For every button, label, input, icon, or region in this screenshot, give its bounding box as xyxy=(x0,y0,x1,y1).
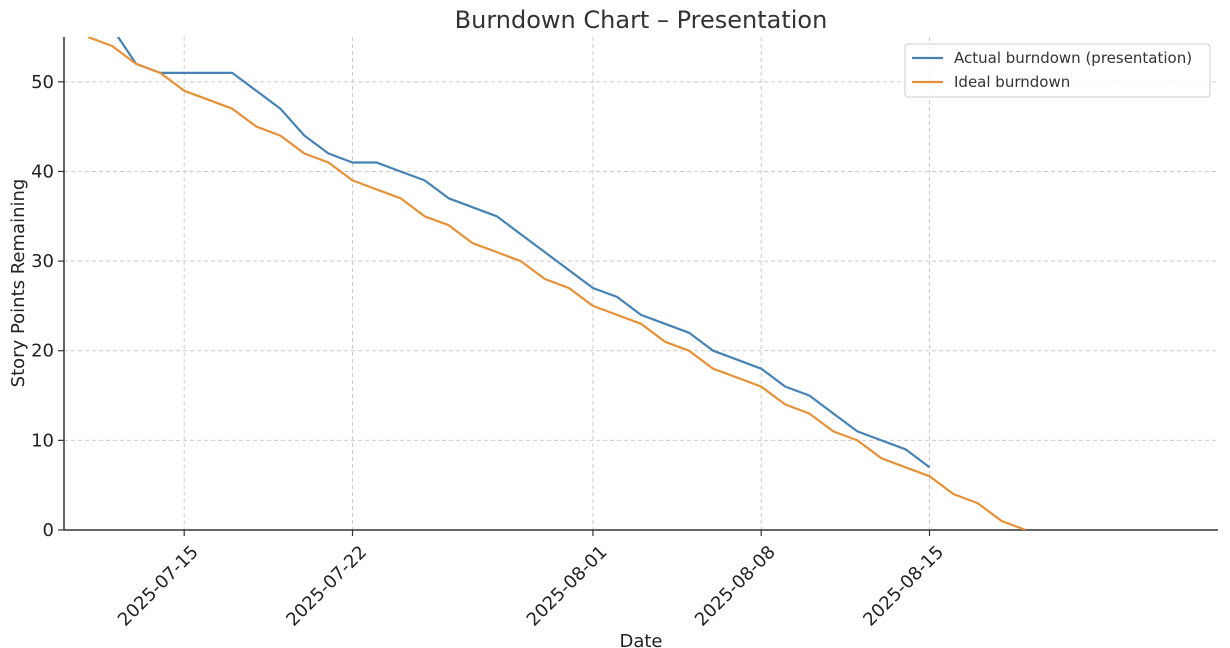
x-tick-label: 2025-08-08 xyxy=(691,542,780,631)
x-tick-label: 2025-07-22 xyxy=(282,542,371,631)
legend: Actual burndown (presentation) Ideal bur… xyxy=(904,43,1211,98)
x-tick-label: 2025-08-01 xyxy=(523,542,612,631)
series-line-actual xyxy=(116,37,931,469)
y-axis-label: Story Points Remaining xyxy=(8,179,29,388)
y-tick-label: 40 xyxy=(31,161,54,182)
legend-label-ideal: Ideal burndown xyxy=(954,73,1070,91)
series-line-ideal xyxy=(87,37,1027,530)
x-axis-label: Date xyxy=(619,631,662,648)
legend-label-actual: Actual burndown (presentation) xyxy=(954,49,1192,67)
y-tick-label: 30 xyxy=(31,251,54,272)
legend-box xyxy=(904,43,1211,98)
y-tick-label: 0 xyxy=(43,520,54,541)
x-tick-label: 2025-08-15 xyxy=(859,542,948,631)
tick-layer: 0 10 20 30 40 50 2025-07-15 2025-07-22 2025-08-0… xyxy=(31,72,948,631)
chart-title: Burndown Chart – Presentation xyxy=(455,6,828,34)
y-tick-label: 50 xyxy=(31,72,54,93)
series-layer xyxy=(87,37,1027,530)
y-tick-label: 10 xyxy=(31,430,54,451)
grid-layer xyxy=(64,37,1218,531)
x-tick-label: 2025-07-15 xyxy=(114,542,203,631)
y-tick-label: 20 xyxy=(31,341,54,362)
